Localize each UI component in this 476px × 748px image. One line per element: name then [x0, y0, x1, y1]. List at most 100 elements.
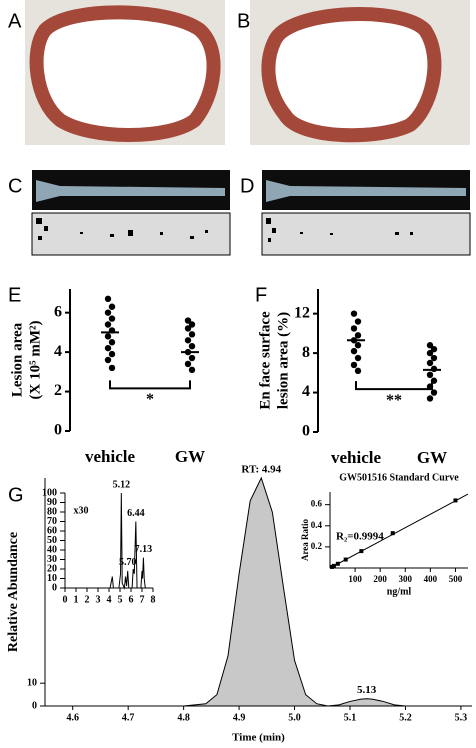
peak-label: RT: 4.94 — [241, 464, 281, 476]
panel-label: D — [240, 175, 254, 197]
y-tick-label: 4 — [54, 343, 62, 360]
x-axis-label: ng/ml — [387, 586, 412, 597]
x-tick-label: 200 — [373, 574, 387, 584]
dot — [188, 342, 196, 350]
x-tick-label: 2 — [85, 594, 90, 605]
y-tick-label: 0.4 — [311, 520, 323, 530]
x-tick-label: 4 — [107, 594, 112, 605]
dot — [108, 303, 116, 310]
x-tick-label: 5.2 — [399, 712, 412, 723]
lesion-spots — [36, 218, 208, 240]
x-tick-label: 500 — [449, 574, 463, 584]
x-tick-label: 3 — [96, 594, 101, 605]
aorta — [266, 180, 466, 202]
x-axis-label: Time (min) — [232, 732, 285, 744]
x-tick-label: 0 — [63, 594, 68, 605]
x-tick-label: 6 — [129, 594, 134, 605]
point — [390, 531, 395, 536]
dot — [184, 317, 192, 324]
vessel-wall — [29, 5, 221, 142]
category-label: vehicle — [85, 447, 135, 466]
peak-label: 7.13 — [135, 544, 153, 555]
y-tick-label: 40 — [47, 544, 57, 555]
x-tick-label: 4.9 — [233, 712, 246, 723]
dot — [108, 350, 116, 358]
point — [331, 563, 336, 568]
dot — [354, 332, 362, 339]
chromatogram-inset — [65, 492, 153, 590]
dot — [350, 361, 358, 369]
aorta-c — [31, 170, 231, 256]
significance-bracket — [109, 380, 191, 390]
y-tick-label: 4 — [302, 383, 310, 400]
point — [335, 561, 340, 566]
x-tick-label: 1 — [74, 594, 79, 605]
y-tick-label: 0.2 — [311, 541, 323, 551]
panel-label: F — [255, 284, 267, 306]
panel-label: G — [8, 484, 24, 506]
category-label: GW — [175, 447, 205, 466]
y-axis-label: (X 10⁵ mM²) — [27, 321, 43, 400]
y-tick-label: 90 — [47, 497, 57, 508]
micrograph-b — [250, 0, 470, 145]
dot — [430, 354, 438, 362]
x-tick-label: 5.1 — [344, 712, 357, 723]
chromatogram — [45, 476, 472, 707]
dot — [188, 366, 196, 374]
category-label: vehicle — [331, 448, 381, 467]
fit-annotation: R₂=0.9994 — [336, 531, 384, 543]
dot — [184, 325, 192, 332]
dot — [188, 321, 196, 328]
dot — [354, 367, 362, 375]
dot — [350, 310, 358, 317]
fit-line — [329, 493, 469, 569]
dot — [108, 315, 116, 322]
y-tick-label: 100 — [42, 487, 57, 498]
dot — [104, 356, 112, 364]
panel-label: A — [8, 10, 22, 32]
aorta-d — [261, 170, 471, 256]
y-axis-label: Relative Abundance — [6, 532, 21, 652]
y-axis-label: Lesion area — [9, 322, 25, 397]
y-tick-label: 6 — [54, 303, 62, 320]
y-tick-label: 80 — [47, 506, 57, 517]
x-tick-label: 7 — [140, 594, 145, 605]
x-tick-label: 5.0 — [288, 712, 301, 723]
x-tick-label: 8 — [151, 594, 156, 605]
y-tick-label: 10 — [27, 677, 37, 688]
x-tick-label: 4.6 — [66, 712, 79, 723]
y-tick-label: 60 — [47, 525, 57, 536]
x-tick-label: 300 — [399, 574, 413, 584]
peak-label: 5.70 — [119, 557, 137, 568]
point — [343, 557, 348, 562]
micrograph-a — [25, 0, 225, 145]
inset-title: GW501516 Standard Curve — [339, 472, 459, 483]
dot — [184, 360, 192, 368]
dot — [426, 395, 434, 402]
dot — [184, 337, 192, 344]
y-tick-label: 0 — [32, 700, 37, 711]
y-tick-label: 12 — [294, 304, 310, 321]
dot — [104, 295, 112, 303]
dot — [354, 354, 362, 362]
inset-label: x30 — [74, 505, 89, 516]
dot — [350, 325, 358, 332]
dot — [350, 347, 358, 355]
y-tick-label: 0 — [54, 422, 62, 439]
point — [359, 549, 364, 554]
significance-bracket — [355, 381, 433, 391]
y-tick-label: 10 — [47, 573, 57, 584]
y-tick-label: 0 — [52, 582, 57, 593]
x-tick-label: 100 — [348, 574, 362, 584]
dot — [354, 342, 362, 349]
y-tick-label: 8 — [302, 344, 310, 361]
binary-bg — [261, 212, 471, 256]
category-label: GW — [417, 448, 447, 467]
peak-label: 5.13 — [357, 684, 377, 696]
y-tick-label: 0.6 — [311, 499, 323, 509]
aorta — [36, 180, 225, 202]
y-axis-label: Area Ratio — [300, 518, 310, 561]
peak-label: 5.12 — [113, 479, 131, 490]
dot — [188, 331, 196, 338]
y-tick-label: 70 — [47, 516, 57, 527]
